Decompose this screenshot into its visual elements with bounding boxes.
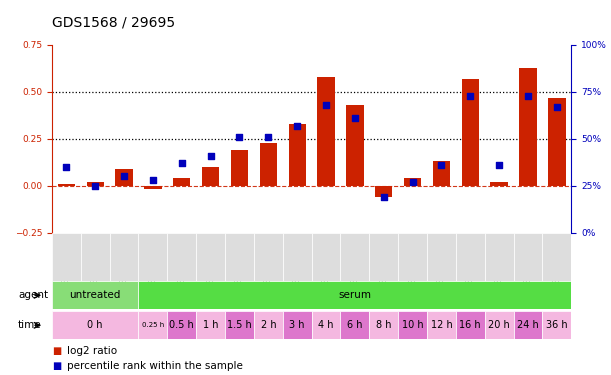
Bar [456,232,485,281]
Text: ■: ■ [52,346,61,356]
Bar [369,232,398,281]
Bar [346,105,364,186]
Bar [260,142,277,186]
Bar [398,232,427,281]
Text: percentile rank within the sample: percentile rank within the sample [67,362,243,371]
Text: 1 h: 1 h [203,320,218,330]
Text: ■: ■ [52,362,61,371]
Bar [369,311,398,339]
Bar [139,232,167,281]
Point [62,164,71,170]
Bar [115,169,133,186]
Text: time: time [18,320,42,330]
Bar [514,311,543,339]
Bar [485,311,514,339]
Text: 1.5 h: 1.5 h [227,320,252,330]
Text: 8 h: 8 h [376,320,392,330]
Bar [462,79,479,186]
Bar [288,124,306,186]
Bar [109,232,139,281]
Bar [491,182,508,186]
Bar [514,232,543,281]
Text: 0 h: 0 h [87,320,103,330]
Point [523,93,533,99]
Bar [283,232,312,281]
Bar [139,311,167,339]
Text: 2 h: 2 h [260,320,276,330]
Text: 10 h: 10 h [402,320,423,330]
Bar [196,232,225,281]
Bar [398,311,427,339]
Bar [340,232,369,281]
Text: 6 h: 6 h [347,320,363,330]
Text: log2 ratio: log2 ratio [67,346,117,356]
Text: 0.25 h: 0.25 h [142,322,164,328]
Point [263,134,273,140]
Point [292,123,302,129]
Bar [52,311,139,339]
Text: untreated: untreated [70,290,121,300]
Text: 3 h: 3 h [290,320,305,330]
Bar [225,311,254,339]
Text: GDS1568 / 29695: GDS1568 / 29695 [52,16,175,30]
Text: 0.5 h: 0.5 h [169,320,194,330]
Bar [52,281,139,309]
Bar [543,232,571,281]
Point [379,194,389,200]
Bar [225,232,254,281]
Bar [456,311,485,339]
Point [408,179,417,185]
Bar [196,311,225,339]
Text: agent: agent [18,290,48,300]
Bar [202,167,219,186]
Bar [375,186,392,197]
Bar [144,186,161,189]
Bar [283,311,312,339]
Text: 36 h: 36 h [546,320,568,330]
Bar [404,178,421,186]
Text: 20 h: 20 h [488,320,510,330]
Text: 4 h: 4 h [318,320,334,330]
Text: serum: serum [338,290,371,300]
Point [148,177,158,183]
Bar [485,232,514,281]
Bar [548,98,566,186]
Text: 16 h: 16 h [459,320,481,330]
Bar [231,150,248,186]
Bar [173,178,191,186]
Point [235,134,244,140]
Bar [427,311,456,339]
Point [119,173,129,179]
Bar [167,232,196,281]
Bar [427,232,456,281]
Text: 24 h: 24 h [517,320,539,330]
Bar [340,311,369,339]
Bar [254,232,283,281]
Bar [139,281,571,309]
Bar [167,311,196,339]
Point [466,93,475,99]
Text: 12 h: 12 h [431,320,452,330]
Bar [543,311,571,339]
Bar [81,232,109,281]
Point [350,115,360,121]
Bar [87,182,104,186]
Point [206,153,216,159]
Bar [312,311,340,339]
Point [494,162,504,168]
Bar [52,232,81,281]
Bar [519,68,536,186]
Bar [317,77,335,186]
Bar [433,161,450,186]
Point [321,102,331,108]
Bar [312,232,340,281]
Bar [254,311,283,339]
Point [90,183,100,189]
Point [437,162,447,168]
Bar [57,184,75,186]
Point [177,160,187,166]
Point [552,104,562,110]
